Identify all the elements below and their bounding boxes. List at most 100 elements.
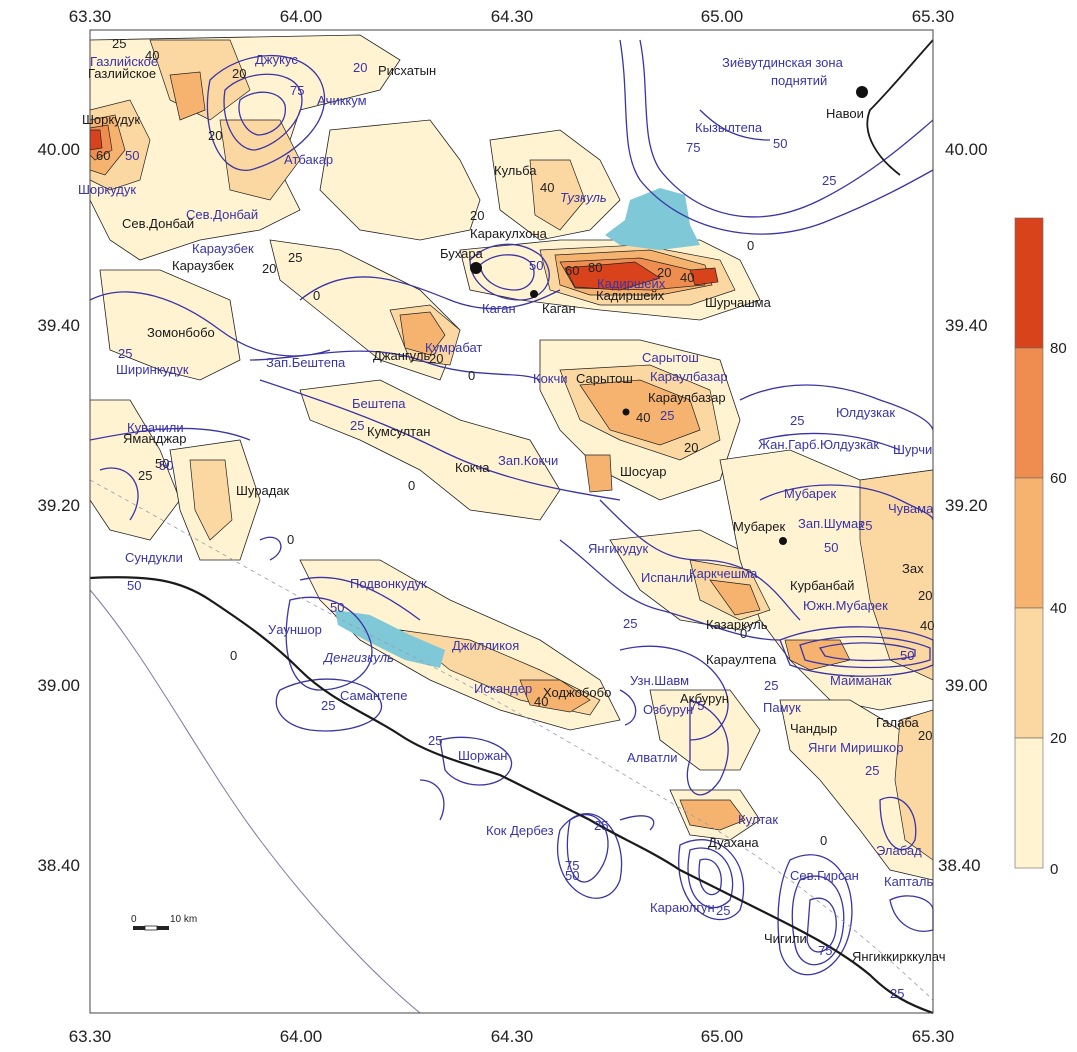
- contour-label: 50: [330, 600, 344, 615]
- pressure-fill-contours: [89, 34, 934, 881]
- y-tick-right: 38.40: [938, 856, 981, 875]
- place-label: Тузкуль: [560, 190, 607, 205]
- legend-label: 40: [1050, 600, 1067, 617]
- legend-swatch-80: [1014, 217, 1044, 349]
- legend-label: 60: [1050, 470, 1067, 487]
- contour-label: 40: [540, 180, 554, 195]
- place-label: Кызылтепа: [695, 120, 763, 135]
- place-label: Караюлгун: [650, 900, 715, 915]
- contour-label: 25: [822, 173, 836, 188]
- city-marker-mubarek: [779, 537, 787, 545]
- contour-label: 50: [159, 458, 173, 473]
- legend-label: 0: [1050, 861, 1058, 878]
- contour-label: 40: [636, 410, 650, 425]
- contour-label: 20: [429, 351, 443, 366]
- place-label: Ачиккум: [317, 93, 367, 108]
- contour-label: 20: [353, 60, 367, 75]
- contour-label: 25: [865, 763, 879, 778]
- fault-lines: [89, 39, 934, 1015]
- contour-label: 20: [657, 265, 671, 280]
- place-label: Сев.Гирсан: [790, 868, 859, 883]
- cities: [470, 86, 868, 545]
- place-label: Яманджар: [123, 431, 186, 446]
- contour-label: 40: [680, 270, 694, 285]
- city-marker-kagan: [530, 290, 538, 298]
- place-label: Зап.Шумак: [798, 516, 864, 531]
- place-label: Сев.Донбай: [186, 207, 258, 222]
- y-tick-right: 39.40: [945, 316, 988, 335]
- place-label: Капталь: [884, 874, 933, 889]
- x-tick-bottom: 64.00: [280, 1027, 323, 1046]
- contour-label: 25: [321, 698, 335, 713]
- place-label: Южн.Мубарек: [803, 598, 888, 613]
- city-marker-navoi: [856, 86, 868, 98]
- place-label: Каган: [482, 301, 516, 316]
- blue-contours: [89, 39, 934, 976]
- place-label: Курбанбай: [790, 578, 854, 593]
- contour-label: 0: [313, 288, 320, 303]
- place-label: Ширинкудук: [116, 362, 189, 377]
- contour-label: 80: [588, 260, 602, 275]
- contour-label: 25: [594, 818, 608, 833]
- y-tick-right: 39.20: [945, 496, 988, 515]
- place-label: Шоркудук: [82, 112, 140, 127]
- place-label: Элабад: [876, 843, 922, 858]
- contour-label: 75: [290, 83, 304, 98]
- contour-label: 25: [858, 518, 872, 533]
- place-label: Караулбазар: [648, 390, 726, 405]
- place-label: Култак: [738, 812, 778, 827]
- place-label: Шурадак: [236, 483, 290, 498]
- place-label: Сарытош: [642, 350, 699, 365]
- place-label: Каракулхона: [470, 226, 548, 241]
- contour-label: 50: [565, 868, 579, 883]
- place-label: Кульба: [494, 163, 537, 178]
- place-label: поднятий: [771, 73, 827, 88]
- place-label: Сарытош: [576, 371, 633, 386]
- place-label: Юлдузкак: [836, 405, 895, 420]
- contour-label: 25: [118, 346, 132, 361]
- place-label: Чандыр: [790, 721, 837, 736]
- contour-label: 20: [684, 440, 698, 455]
- contour-label: 0: [740, 626, 747, 641]
- y-tick-left: 39.20: [37, 496, 80, 515]
- x-tick-top: 65.30: [912, 7, 955, 26]
- scale-bar-start: 0: [131, 914, 137, 925]
- x-tick-bottom: 65.00: [701, 1027, 744, 1046]
- contour-label: 75: [686, 140, 700, 155]
- contour-label: 50: [125, 148, 139, 163]
- x-tick-top: 64.00: [280, 7, 323, 26]
- place-label: Газлийское: [88, 66, 156, 81]
- place-label: Атбакар: [284, 152, 333, 167]
- place-label: Зап.Бештепа: [266, 355, 346, 370]
- place-label: Бештепа: [352, 396, 406, 411]
- place-label: Зап.Кокчи: [498, 453, 558, 468]
- place-label: Рисхатын: [378, 63, 436, 78]
- contour-label: 75: [818, 943, 832, 958]
- place-label: Шосуар: [620, 464, 666, 479]
- contour-label: 20: [918, 588, 932, 603]
- place-label: Джукус: [255, 52, 298, 67]
- contour-label: 20: [232, 66, 246, 81]
- x-tick-top: 65.00: [701, 7, 744, 26]
- y-tick-left: 38.40: [37, 856, 80, 875]
- place-label: Навои: [826, 106, 864, 121]
- place-label: Кокча: [455, 460, 490, 475]
- contour-label: 50: [529, 258, 543, 273]
- x-axis-top: 63.30 64.00 64.30 65.00 65.30: [69, 7, 955, 26]
- contour-label: 0: [408, 478, 415, 493]
- legend-swatch-60: [1014, 347, 1044, 479]
- place-label: Шоржан: [458, 748, 507, 763]
- contour-label: 50: [155, 456, 169, 471]
- contour-label: 40: [534, 694, 548, 709]
- contour-label: 0: [230, 648, 237, 663]
- place-label: Испанли: [641, 570, 693, 585]
- contour-label: 40: [920, 618, 934, 633]
- y-axis-right: 40.00 39.40 39.20 39.00 38.40: [938, 140, 988, 875]
- contour-label: 25: [138, 468, 152, 483]
- place-label: Ходжобобо: [543, 685, 611, 700]
- legend-label: 20: [1050, 730, 1067, 747]
- contour-label: 25: [428, 733, 442, 748]
- place-label: Янги Миришкор: [808, 740, 904, 755]
- place-label: Акбурун: [680, 691, 729, 706]
